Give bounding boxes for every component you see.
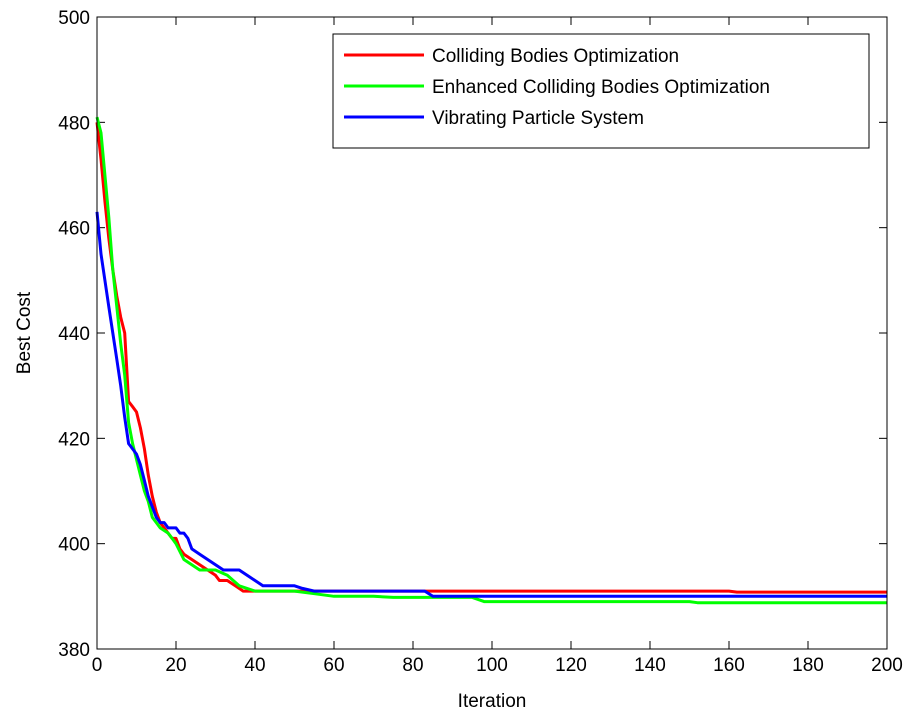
legend-box [332,33,870,149]
x-tick-label: 20 [165,655,186,676]
legend-label-1: Colliding Bodies Optimization [432,46,679,67]
x-tick-label: 160 [713,655,745,676]
x-tick-label: 140 [634,655,666,676]
y-tick-label: 500 [58,8,90,29]
y-tick-label: 440 [58,324,90,345]
x-tick-label: 60 [323,655,344,676]
x-tick-label: 200 [871,655,903,676]
x-tick-label: 120 [555,655,587,676]
y-tick-label: 460 [58,219,90,240]
x-tick-label: 0 [92,655,103,676]
y-tick-label: 380 [58,640,90,661]
axis-ticks: 0 20 40 60 80 100 120 140 160 180 200 380 400 420 440 4… [58,8,903,676]
legend-label-3: Vibrating Particle System [432,108,644,129]
x-axis-label: Iteration [458,691,527,712]
legend-label-2: Enhanced Colliding Bodies Optimization [432,77,770,98]
legend: Colliding Bodies Optimization Enhanced Co… [332,33,870,149]
y-tick-label: 400 [58,535,90,556]
x-tick-label: 80 [402,655,423,676]
series-layer [95,116,887,605]
y-tick-label: 420 [58,429,90,450]
plot-frame [96,16,888,650]
x-tick-label: 40 [244,655,265,676]
y-tick-label: 480 [58,113,90,134]
y-axis-label: Best Cost [14,291,35,374]
x-tick-label: 100 [476,655,508,676]
x-tick-label: 180 [792,655,824,676]
series-line-3 [95,211,887,598]
